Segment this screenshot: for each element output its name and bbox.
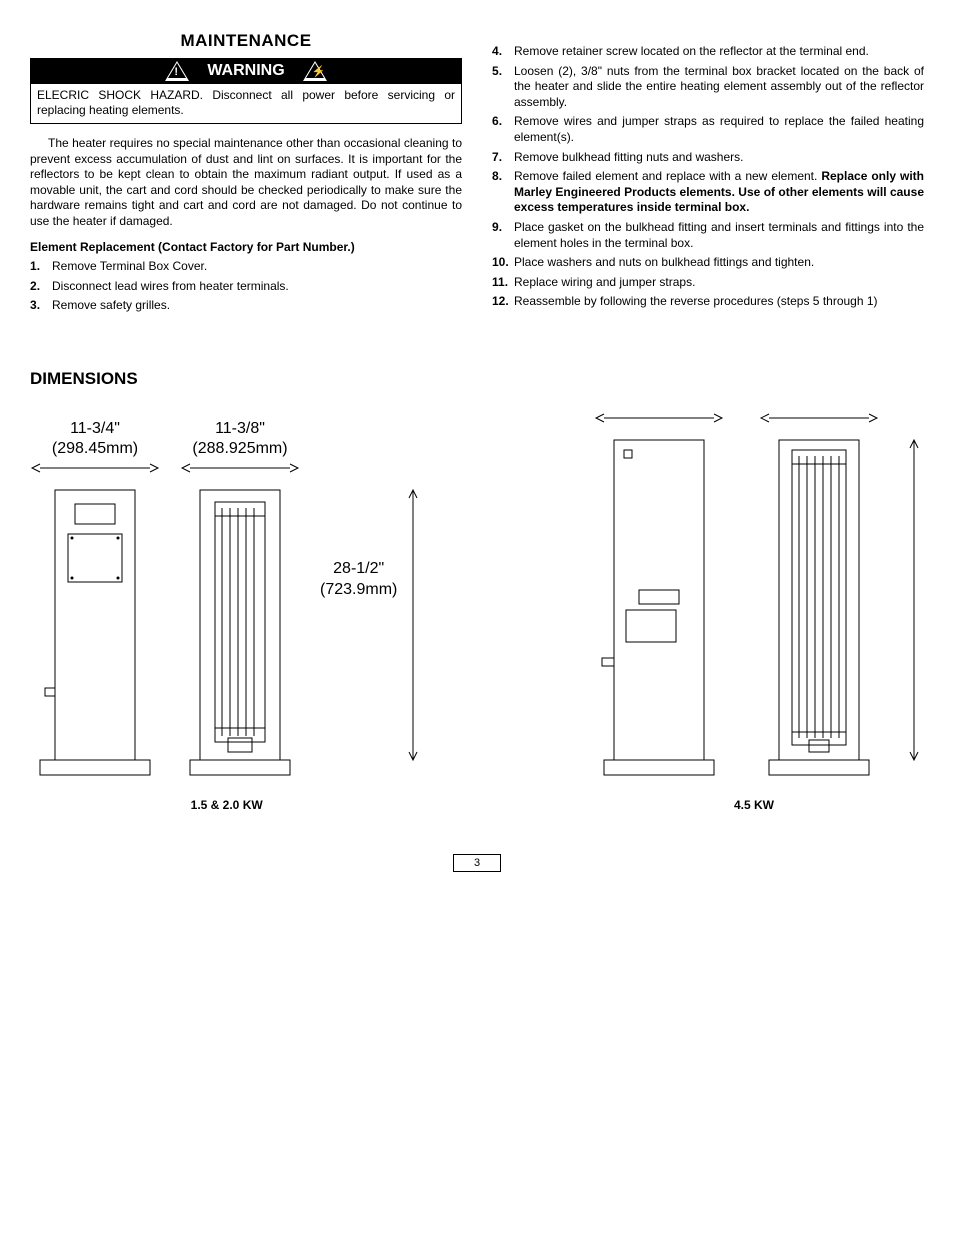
step-item: Replace wiring and jumper straps.	[492, 275, 924, 291]
steps-left: Remove Terminal Box Cover. Disconnect le…	[30, 259, 462, 314]
width-dimension: 11-3/4" (298.45mm)	[30, 419, 160, 461]
internal-width-dimension: 11-3/8" (288.925mm)	[180, 419, 300, 461]
page-number: 3	[453, 854, 501, 872]
heater-front-svg-2	[754, 410, 884, 780]
maintenance-heading: MAINTENANCE	[30, 30, 462, 52]
shock-triangle-icon: ⚡	[303, 61, 327, 81]
step-item: Remove Terminal Box Cover.	[30, 259, 462, 275]
page-number-box: 3	[30, 854, 924, 872]
warning-label: WARNING	[207, 61, 284, 82]
step-item: Disconnect lead wires from heater termin…	[30, 279, 462, 295]
heater-side-svg-2	[584, 410, 734, 780]
heater-front-svg	[180, 460, 300, 780]
warning-triangle-icon: !	[165, 61, 189, 81]
front-view-diagram: 11-3/8" (288.925mm)	[180, 419, 300, 781]
height-dimension: 28-1/2" (723.9mm)	[320, 559, 397, 601]
steps-right: Remove retainer screw located on the ref…	[492, 44, 924, 310]
dimensions-row: 11-3/4" (298.45mm)	[30, 410, 924, 814]
warning-box: ! WARNING ⚡ ELECRIC SHOCK HAZARD. Discon…	[30, 58, 462, 124]
dimensions-heading: DIMENSIONS	[30, 368, 924, 390]
heater-side-svg	[30, 460, 160, 780]
height-arrow-svg	[403, 460, 423, 780]
step-item: Remove failed element and replace with a…	[492, 169, 924, 216]
warning-body: ELECRIC SHOCK HAZARD. Disconnect all pow…	[31, 84, 461, 123]
step-item: Loosen (2), 3/8" nuts from the terminal …	[492, 64, 924, 111]
dimensions-group-1: 11-3/4" (298.45mm)	[30, 419, 423, 814]
height-dimension-block: 28-1/2" (723.9mm)	[320, 460, 423, 780]
step-item: Place gasket on the bulkhead fitting and…	[492, 220, 924, 251]
caption-2: 4.5 KW	[584, 798, 924, 814]
side-view-diagram-2	[584, 410, 734, 780]
maintenance-intro: The heater requires no special maintenan…	[30, 136, 462, 230]
step-item: Remove retainer screw located on the ref…	[492, 44, 924, 60]
step-item: Remove wires and jumper straps as requir…	[492, 114, 924, 145]
step-item: Remove bulkhead fitting nuts and washers…	[492, 150, 924, 166]
caption-1: 1.5 & 2.0 KW	[30, 798, 423, 814]
replacement-header: Element Replacement (Contact Factory for…	[30, 240, 462, 256]
dimensions-group-2: 4.5 KW	[584, 410, 924, 814]
step-item: Reassemble by following the reverse proc…	[492, 294, 924, 310]
front-view-diagram-2	[754, 410, 884, 780]
step-item: Remove safety grilles.	[30, 298, 462, 314]
warning-header: ! WARNING ⚡	[31, 59, 461, 84]
side-view-diagram: 11-3/4" (298.45mm)	[30, 419, 160, 781]
step-item: Place washers and nuts on bulkhead fitti…	[492, 255, 924, 271]
height-arrow-svg-2	[904, 410, 924, 780]
